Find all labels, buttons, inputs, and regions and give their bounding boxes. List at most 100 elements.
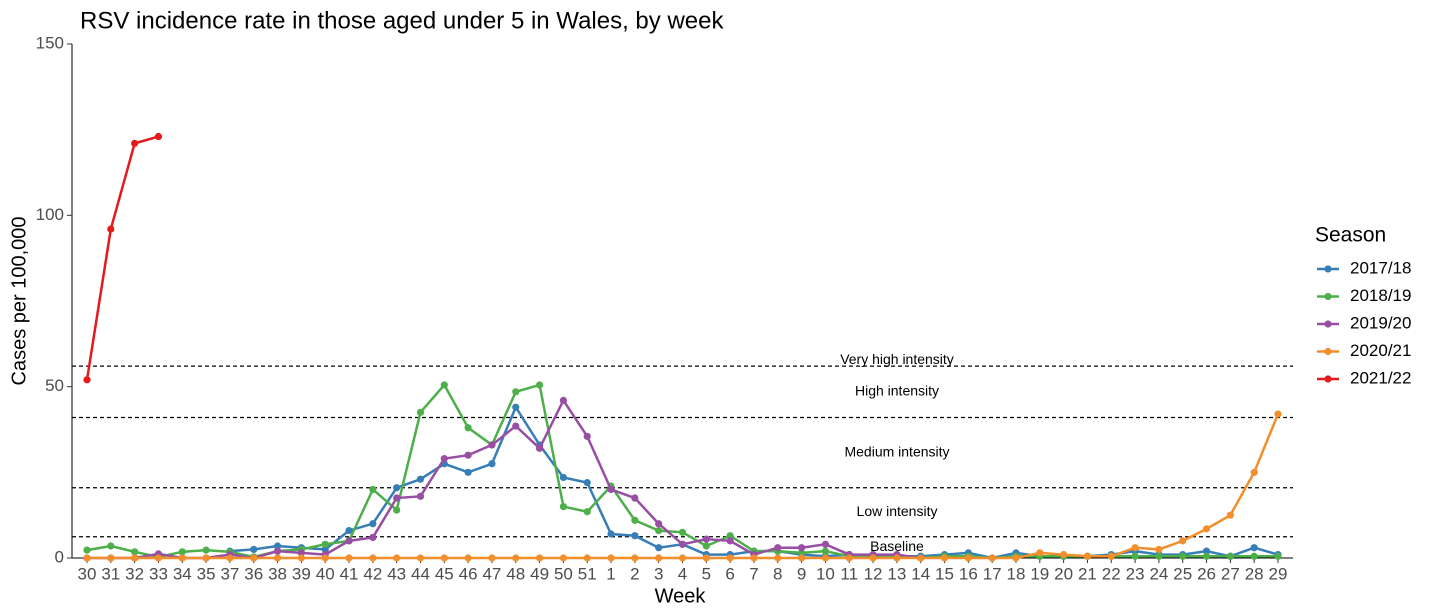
data-point: [1155, 545, 1163, 554]
data-point: [1202, 525, 1211, 533]
x-tick-label: 38: [268, 564, 287, 583]
data-point: [798, 549, 806, 557]
x-tick-label: 47: [482, 564, 501, 583]
x-tick-label: 41: [340, 564, 359, 583]
x-tick-label: 42: [363, 564, 382, 583]
data-point: [107, 542, 115, 550]
x-tick-label: 16: [959, 564, 978, 583]
data-point: [512, 422, 520, 430]
data-point: [750, 554, 758, 562]
data-point: [1060, 550, 1068, 559]
data-point: [393, 554, 401, 562]
x-tick-label: 5: [702, 564, 711, 583]
data-point: [154, 554, 163, 562]
data-point: [559, 396, 568, 404]
data-point: [702, 535, 710, 543]
x-tick-label: 33: [149, 564, 168, 583]
chart-title: RSV incidence rate in those aged under 5…: [80, 7, 724, 34]
x-tick-label: 51: [578, 564, 597, 583]
data-point: [440, 381, 448, 389]
x-tick-label: 49: [530, 564, 549, 583]
data-point: [464, 554, 472, 562]
data-point: [107, 225, 115, 233]
data-point: [917, 554, 925, 562]
data-point: [535, 444, 544, 452]
data-point: [583, 432, 591, 440]
x-tick-label: 15: [935, 564, 954, 583]
data-point: [250, 554, 258, 562]
data-point: [273, 542, 282, 550]
data-point: [1155, 552, 1163, 560]
data-point: [488, 554, 496, 562]
data-point: [1036, 549, 1044, 557]
x-tick-label: 8: [773, 564, 782, 583]
data-point: [1250, 468, 1258, 476]
data-point: [655, 520, 663, 528]
x-tick-label: 30: [78, 564, 97, 583]
data-point: [798, 544, 806, 552]
x-tick-label: 43: [387, 564, 406, 583]
data-point: [726, 532, 734, 540]
data-point: [416, 475, 425, 483]
data-point: [1131, 544, 1139, 552]
x-tick-label: 46: [459, 564, 478, 583]
data-point: [869, 554, 877, 562]
x-tick-label: 36: [244, 564, 263, 583]
x-tick-label: 50: [554, 564, 573, 583]
x-tick-label: 9: [797, 564, 806, 583]
legend-swatch-dot: [1324, 320, 1332, 328]
data-point: [655, 544, 663, 552]
x-tick-label: 17: [983, 564, 1002, 583]
x-tick-label: 14: [911, 564, 930, 583]
data-point: [202, 546, 210, 554]
data-point: [1083, 552, 1092, 560]
x-tick-label: 37: [220, 564, 239, 583]
data-point: [631, 516, 639, 524]
series-line: [85, 135, 159, 381]
x-tick-label: 11: [840, 564, 858, 583]
y-tick-label: 150: [36, 33, 64, 52]
data-point: [774, 554, 782, 562]
data-point: [583, 479, 591, 487]
data-point: [321, 554, 329, 562]
y-tick-label: 0: [55, 547, 64, 566]
data-point: [440, 455, 448, 463]
data-point: [702, 542, 710, 550]
data-point: [131, 554, 139, 562]
x-tick-label: 10: [816, 564, 835, 583]
data-point: [273, 547, 282, 555]
data-point: [1131, 552, 1139, 560]
data-point: [1226, 511, 1234, 519]
x-tick-label: 35: [197, 564, 216, 583]
data-point: [655, 526, 663, 535]
series-line: [229, 404, 1279, 560]
x-tick-label: 27: [1221, 564, 1240, 583]
x-tick-label: 4: [678, 564, 687, 583]
x-tick-label: 20: [1054, 564, 1073, 583]
data-point: [178, 554, 186, 562]
legend-swatch-dot: [1324, 347, 1332, 356]
data-point: [940, 554, 949, 562]
data-point: [678, 528, 687, 536]
x-tick-label: 23: [1126, 564, 1145, 583]
data-point: [535, 381, 544, 389]
legend-title: Season: [1315, 224, 1386, 247]
data-point: [512, 554, 520, 562]
data-point: [250, 545, 258, 554]
data-point: [1107, 552, 1115, 560]
data-point: [1250, 552, 1258, 560]
data-point: [559, 473, 568, 482]
data-point: [202, 554, 210, 562]
data-point: [178, 548, 186, 556]
x-tick-label: 31: [101, 564, 120, 583]
data-point: [369, 554, 377, 562]
x-tick-label: 6: [725, 564, 734, 583]
x-tick-label: 18: [1007, 564, 1026, 583]
x-tick-label: 25: [1173, 564, 1192, 583]
data-point: [488, 441, 496, 449]
data-point: [559, 554, 568, 562]
data-point: [488, 460, 496, 468]
data-point: [1250, 544, 1258, 552]
x-tick-label: 2: [630, 564, 639, 583]
x-tick-label: 12: [864, 564, 883, 583]
